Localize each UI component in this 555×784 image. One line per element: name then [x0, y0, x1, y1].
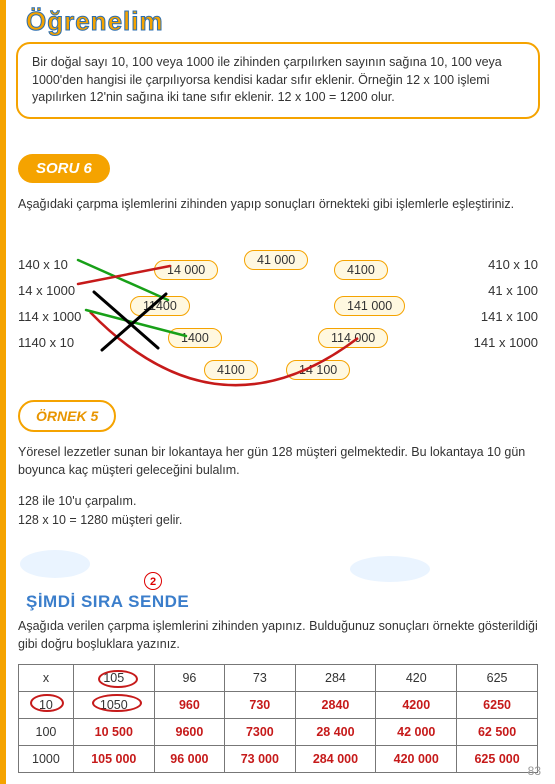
right-item: 141 x 100	[474, 304, 538, 330]
page-number: 83	[528, 764, 541, 778]
ornek-text: Yöresel lezzetler sunan bir lokantaya he…	[18, 444, 538, 479]
answer-chip: 4100	[334, 260, 388, 280]
answer-chip: 1400	[168, 328, 222, 348]
table-header: 73	[225, 665, 295, 692]
row-multiplier: 1000	[19, 746, 74, 773]
table-cell: 625 000	[457, 746, 538, 773]
table-cell: 960	[154, 692, 224, 719]
table-cell: 284 000	[295, 746, 376, 773]
soru-instruction: Aşağıdaki çarpma işlemlerini zihinden ya…	[18, 196, 538, 214]
table-cell: 2840	[295, 692, 376, 719]
table-cell: 42 000	[376, 719, 457, 746]
soru-badge: SORU 6	[18, 154, 110, 183]
multiplication-table: x1059673284420625 1010509607302840420062…	[18, 664, 538, 773]
table-cell: 4200	[376, 692, 457, 719]
table-cell: 420 000	[376, 746, 457, 773]
left-column: 140 x 10 14 x 1000 114 x 1000 1140 x 10	[18, 252, 81, 356]
table-header: 625	[457, 665, 538, 692]
table-cell: 96 000	[154, 746, 224, 773]
table-header: 96	[154, 665, 224, 692]
table-cell: 73 000	[225, 746, 295, 773]
simdi-instruction: Aşağıda verilen çarpma işlemlerini zihin…	[18, 618, 538, 653]
simdi-heading: ŞİMDİ SIRA SENDE	[26, 592, 189, 612]
table-cell: 105 000	[73, 746, 154, 773]
table-header: x	[19, 665, 74, 692]
left-item: 114 x 1000	[18, 304, 81, 330]
calc-line: 128 ile 10'u çarpalım.	[18, 492, 182, 511]
table-cell: 28 400	[295, 719, 376, 746]
hand-circle	[30, 694, 64, 712]
table-cell: 7300	[225, 719, 295, 746]
table-cell: 730	[225, 692, 295, 719]
left-stripe	[0, 0, 6, 784]
hand-circle	[92, 694, 142, 712]
right-item: 41 x 100	[474, 278, 538, 304]
table-header: 284	[295, 665, 376, 692]
answer-chip: 41 000	[244, 250, 308, 270]
right-item: 410 x 10	[474, 252, 538, 278]
answer-chip: 14 000	[154, 260, 218, 280]
row-multiplier: 100	[19, 719, 74, 746]
ogrenelim-box: Bir doğal sayı 10, 100 veya 1000 ile zih…	[16, 42, 540, 119]
left-item: 14 x 1000	[18, 278, 81, 304]
answer-chip: 4100	[204, 360, 258, 380]
left-item: 140 x 10	[18, 252, 81, 278]
table-cell: 10 500	[73, 719, 154, 746]
ogrenelim-heading: Öğrenelim	[26, 6, 164, 37]
ornek-calc: 128 ile 10'u çarpalım. 128 x 10 = 1280 m…	[18, 492, 182, 530]
section-number-circle: 2	[144, 572, 162, 590]
matching-area: 140 x 10 14 x 1000 114 x 1000 1140 x 10 …	[18, 244, 538, 394]
right-item: 141 x 1000	[474, 330, 538, 356]
hand-circle	[98, 670, 138, 688]
table-cell: 6250	[457, 692, 538, 719]
left-item: 1140 x 10	[18, 330, 81, 356]
table-header: 420	[376, 665, 457, 692]
answer-chip: 114 000	[318, 328, 388, 348]
cloud-decoration	[20, 550, 90, 578]
ornek-badge: ÖRNEK 5	[18, 400, 116, 432]
table-cell: 62 500	[457, 719, 538, 746]
answer-chip: 11400	[130, 296, 190, 316]
calc-line: 128 x 10 = 1280 müşteri gelir.	[18, 511, 182, 530]
table-cell: 9600	[154, 719, 224, 746]
answer-chip: 14 100	[286, 360, 350, 380]
right-column: 410 x 10 41 x 100 141 x 100 141 x 1000	[474, 252, 538, 356]
cloud-decoration	[350, 556, 430, 582]
answer-chip: 141 000	[334, 296, 405, 316]
